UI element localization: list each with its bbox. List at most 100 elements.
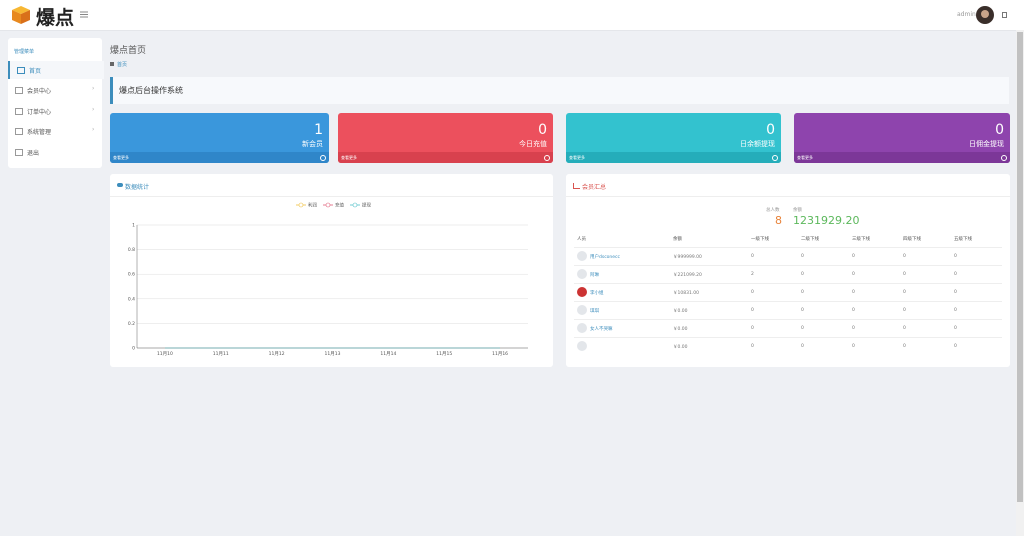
member-cell: ￥0.00 bbox=[673, 327, 688, 332]
menu-item[interactable]: 会员中心 › bbox=[8, 81, 102, 99]
stat-card: 0 日佣金提现查看更多 bbox=[794, 113, 1010, 163]
member-cell: 0 bbox=[801, 326, 804, 331]
row-divider bbox=[574, 301, 1002, 302]
total-value: 8 bbox=[775, 214, 782, 227]
menu-icon bbox=[15, 108, 23, 115]
stat-more: 查看更多 bbox=[569, 155, 585, 160]
stat-more: 查看更多 bbox=[113, 155, 129, 160]
logout-icon[interactable] bbox=[1002, 12, 1008, 18]
x-tick-label: 11月10 bbox=[157, 351, 173, 357]
stat-more-icon bbox=[320, 155, 326, 161]
member-cell: 0 bbox=[801, 254, 804, 259]
member-name[interactable]: 阿琳 bbox=[590, 273, 599, 278]
row-avatar bbox=[577, 305, 587, 315]
column-header: 四级下线 bbox=[903, 237, 921, 242]
stat-footer[interactable]: 查看更多 bbox=[566, 152, 781, 163]
legend-label: 提现 bbox=[362, 202, 371, 209]
menu-arrow: › bbox=[92, 106, 95, 113]
member-cell: 0 bbox=[903, 272, 906, 277]
member-cell: 0 bbox=[801, 290, 804, 295]
stat-footer[interactable]: 查看更多 bbox=[338, 152, 553, 163]
row-divider bbox=[574, 319, 1002, 320]
row-avatar bbox=[577, 323, 587, 333]
menu-icon bbox=[15, 87, 23, 94]
member-cell: 0 bbox=[751, 308, 754, 313]
member-name[interactable]: 李小姐 bbox=[590, 291, 604, 296]
panel-divider bbox=[110, 196, 553, 197]
y-tick-label: 0.6 bbox=[128, 272, 135, 278]
scrollbar bbox=[1016, 30, 1024, 536]
y-tick-label: 0 bbox=[132, 346, 135, 352]
x-tick-label: 11月11 bbox=[213, 351, 229, 357]
stat-more: 查看更多 bbox=[797, 155, 813, 160]
column-header: 余额 bbox=[673, 237, 682, 242]
member-cell: 0 bbox=[954, 272, 957, 277]
member-cell: ￥0.00 bbox=[673, 309, 688, 314]
row-divider bbox=[574, 247, 1002, 248]
menu-label: 系统管理 bbox=[27, 129, 52, 136]
member-cell: 0 bbox=[903, 308, 906, 313]
panel-divider bbox=[566, 196, 1010, 197]
menu-label: 退出 bbox=[27, 150, 40, 157]
scroll-thumb[interactable] bbox=[1017, 32, 1023, 502]
member-cell: 0 bbox=[852, 344, 855, 349]
stat-footer[interactable]: 查看更多 bbox=[794, 152, 1010, 163]
menu-item[interactable]: 订单中心 › bbox=[8, 102, 102, 120]
sidebar-section: 管理菜单 bbox=[14, 49, 35, 55]
stat-value: 0 bbox=[995, 122, 1004, 138]
y-tick-label: 0.2 bbox=[128, 321, 135, 327]
row-divider bbox=[574, 337, 1002, 338]
row-avatar bbox=[577, 269, 587, 279]
page-title: 爆点首页 bbox=[110, 46, 147, 56]
menu-label: 订单中心 bbox=[27, 109, 52, 116]
stat-card: 1 新会员 查看更多 bbox=[110, 113, 329, 163]
members-title-icon bbox=[573, 183, 580, 189]
menu-item[interactable]: 系统管理 › bbox=[8, 122, 102, 140]
chart-panel: 数据统计 0 0.2 0.4 0.6 0.8 1 11月10 11月11 11月12 11月13 11… bbox=[110, 174, 553, 367]
legend-marker bbox=[352, 202, 358, 208]
member-cell: 0 bbox=[801, 272, 804, 277]
member-cell: 0 bbox=[852, 254, 855, 259]
column-header: 三级下线 bbox=[852, 237, 870, 242]
member-cell: 0 bbox=[801, 308, 804, 313]
breadcrumb[interactable]: 首页 bbox=[117, 62, 128, 68]
logo-icon bbox=[12, 6, 30, 24]
menu-arrow: › bbox=[92, 85, 95, 92]
stat-more-icon bbox=[772, 155, 778, 161]
user-name[interactable]: admin bbox=[957, 11, 976, 18]
stat-label: 新会员 bbox=[302, 140, 323, 148]
stat-label: 今日充值 bbox=[519, 140, 547, 148]
avatar[interactable] bbox=[976, 6, 994, 24]
member-cell: 0 bbox=[751, 344, 754, 349]
stat-card: 0 今日充值查看更多 bbox=[338, 113, 553, 163]
members-panel: 会员汇总 总人数 8 余额 1231929.20 人员 余额 一级下线 二级下线 三级下线 四级下线… bbox=[566, 174, 1010, 367]
menu-toggle[interactable] bbox=[80, 11, 88, 18]
member-cell: 0 bbox=[954, 308, 957, 313]
member-cell: 0 bbox=[903, 254, 906, 259]
member-cell: 0 bbox=[751, 326, 754, 331]
column-header: 人员 bbox=[577, 237, 586, 242]
menu-item[interactable]: 首页 bbox=[8, 61, 104, 79]
row-divider bbox=[574, 283, 1002, 284]
stat-value: 0 bbox=[538, 122, 547, 138]
member-cell: 0 bbox=[954, 326, 957, 331]
member-cell: 0 bbox=[954, 344, 957, 349]
x-tick-label: 11月12 bbox=[269, 351, 285, 357]
row-avatar bbox=[577, 287, 587, 297]
member-name[interactable]: 用户dsconecc bbox=[590, 255, 620, 260]
stat-label: 日佣金提现 bbox=[969, 140, 1004, 148]
stat-footer[interactable]: 查看更多 bbox=[110, 152, 329, 163]
menu-label: 首页 bbox=[29, 68, 42, 75]
total-label: 总人数 bbox=[766, 208, 780, 213]
legend-label: 利润 bbox=[308, 202, 317, 209]
member-name[interactable]: 女人不哭嘛 bbox=[590, 327, 613, 332]
member-cell: 0 bbox=[751, 254, 754, 259]
member-cell: ￥10831.00 bbox=[673, 291, 699, 296]
member-cell: ￥999999.00 bbox=[673, 255, 702, 260]
menu-item[interactable]: 退出 bbox=[8, 143, 102, 161]
member-name[interactable]: 琪琪 bbox=[590, 309, 599, 314]
member-cell: 0 bbox=[903, 344, 906, 349]
menu-icon bbox=[15, 149, 23, 156]
sidebar: 管理菜单 首页 会员中心 › 订单中心 › 系统管理 › 退出 bbox=[8, 38, 104, 168]
